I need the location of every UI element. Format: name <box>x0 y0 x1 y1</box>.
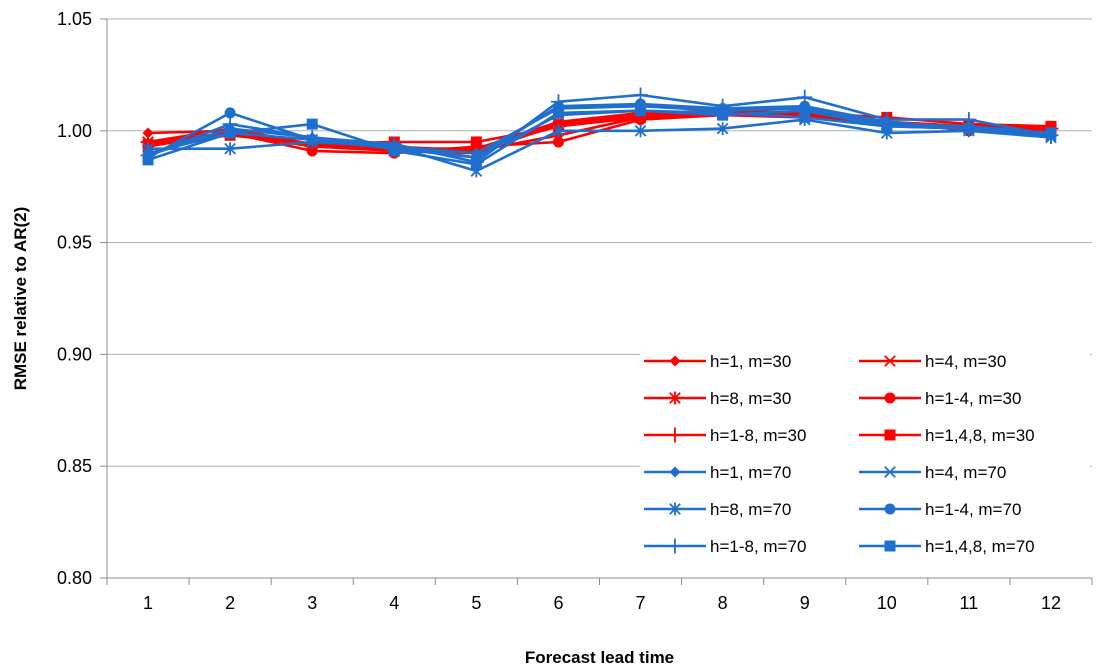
legend-label: h=8, m=70 <box>710 500 791 519</box>
legend-label: h=1-4, m=70 <box>925 500 1021 519</box>
data-point <box>142 127 154 139</box>
data-point <box>963 123 975 135</box>
data-point <box>635 111 647 123</box>
legend-item: h=1, m=70 <box>644 463 791 482</box>
x-tick-label: 8 <box>718 593 728 613</box>
data-point <box>1045 127 1057 139</box>
data-point <box>552 124 565 138</box>
series-line <box>147 93 1052 164</box>
data-point <box>884 355 896 367</box>
data-point <box>470 158 482 170</box>
data-point <box>884 540 896 552</box>
x-tick-label: 10 <box>877 593 897 613</box>
data-point <box>717 109 729 121</box>
data-point <box>884 466 896 478</box>
legend-item: h=1-8, m=70 <box>644 537 806 556</box>
legend-item: h=1-4, m=30 <box>859 389 1021 408</box>
data-point <box>669 502 681 516</box>
data-point <box>552 136 564 148</box>
y-tick-label: 0.95 <box>57 233 92 253</box>
x-tick-label: 3 <box>307 593 317 613</box>
legend-label: h=8, m=30 <box>710 389 791 408</box>
data-point <box>881 120 893 132</box>
data-point <box>224 142 236 156</box>
legend-label: h=1, m=30 <box>710 352 791 371</box>
x-tick-label: 2 <box>225 593 235 613</box>
data-point <box>388 145 400 157</box>
x-tick-label: 12 <box>1041 593 1061 613</box>
y-axis-title: RMSE relative to AR(2) <box>11 207 30 391</box>
legend-item: h=8, m=70 <box>644 500 791 519</box>
x-tick-label: 9 <box>800 593 810 613</box>
legend-label: h=4, m=70 <box>925 463 1006 482</box>
legend-label: h=1,4,8, m=70 <box>925 537 1035 556</box>
y-tick-label: 1.00 <box>57 121 92 141</box>
legend-item: h=1,4,8, m=70 <box>859 537 1035 556</box>
data-point <box>224 127 236 139</box>
y-tick-label: 1.05 <box>57 9 92 29</box>
legend-label: h=1-8, m=30 <box>710 426 806 445</box>
legend-item: h=1-4, m=70 <box>859 500 1021 519</box>
data-point <box>669 355 681 367</box>
data-point <box>667 427 683 443</box>
data-point <box>1045 120 1057 132</box>
legend-label: h=1, m=70 <box>710 463 791 482</box>
x-axis-title: Forecast lead time <box>525 648 674 667</box>
legend-item: h=4, m=30 <box>859 352 1006 371</box>
series-line <box>147 109 1052 166</box>
data-point <box>552 107 564 119</box>
data-point <box>304 130 320 146</box>
data-point <box>799 105 811 117</box>
x-tick-label: 4 <box>389 593 399 613</box>
x-tick-label: 5 <box>471 593 481 613</box>
data-point <box>550 94 566 110</box>
data-point <box>142 154 154 166</box>
x-tick-label: 6 <box>553 593 563 613</box>
legend-label: h=1-8, m=70 <box>710 537 806 556</box>
axes <box>100 18 1093 585</box>
legend-label: h=1-4, m=30 <box>925 389 1021 408</box>
x-tick-label: 11 <box>960 593 979 613</box>
data-point <box>306 118 318 130</box>
x-tick-label: 1 <box>143 593 153 613</box>
legend-background <box>640 343 1090 577</box>
y-tick-label: 0.80 <box>57 568 92 588</box>
legend-label: h=4, m=30 <box>925 352 1006 371</box>
series <box>142 105 1057 170</box>
legend: h=1, m=30 h=4, m=30 h=8, m=30 h=1-4, m=30 h=… <box>644 352 1035 556</box>
legend-label: h=1,4,8, m=30 <box>925 426 1035 445</box>
series-line <box>148 118 1052 173</box>
data-point <box>635 105 647 117</box>
data-point <box>667 538 683 554</box>
data-point <box>224 107 236 119</box>
data-point <box>633 87 649 103</box>
data-point <box>716 122 729 136</box>
y-tick-label: 0.90 <box>57 344 92 364</box>
legend-item: h=1-8, m=30 <box>644 426 806 445</box>
series-lines <box>140 87 1059 178</box>
legend-item: h=8, m=30 <box>644 389 791 408</box>
legend-item: h=4, m=70 <box>859 463 1006 482</box>
y-tick-labels: 0.80 0.85 0.90 0.95 1.00 1.05 <box>57 9 92 588</box>
data-point <box>669 391 681 405</box>
x-tick-label: 7 <box>636 593 646 613</box>
y-tick-label: 0.85 <box>57 456 92 476</box>
legend-item: h=1,4,8, m=30 <box>859 426 1035 445</box>
data-point <box>797 89 813 105</box>
data-point <box>884 392 896 404</box>
data-point <box>669 466 681 478</box>
data-point <box>884 429 896 441</box>
data-point <box>884 503 896 515</box>
legend-item: h=1, m=30 <box>644 352 791 371</box>
data-point <box>634 124 647 138</box>
x-tick-labels: 1 2 3 4 5 6 7 8 9 10 11 12 <box>143 593 1061 613</box>
data-point <box>470 136 482 148</box>
